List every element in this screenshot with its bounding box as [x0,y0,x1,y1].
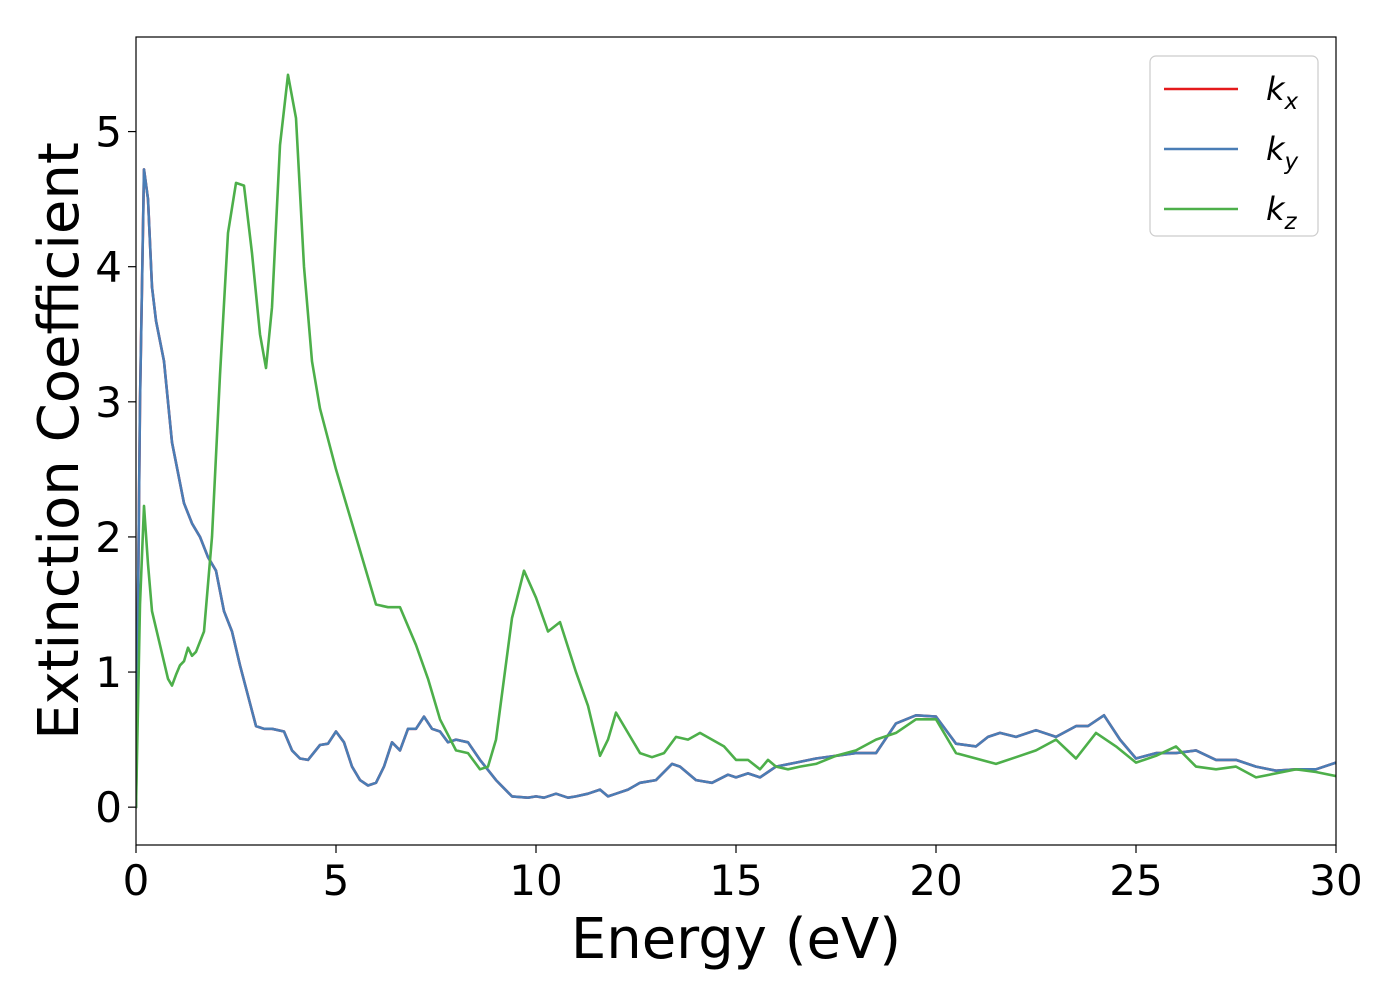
x-tick-label: 20 [909,856,962,905]
legend: kx ky kz [1149,55,1319,237]
series-line-ky [136,168,1336,809]
y-tick-label: 2 [95,513,122,562]
series-layer [136,73,1336,809]
y-tick-label: 1 [95,648,122,697]
x-tick-label: 15 [709,856,762,905]
y-axis-ticks: 0 1 2 3 4 5 [95,108,136,832]
y-tick-label: 4 [95,243,122,292]
x-tick-label: 30 [1309,856,1362,905]
legend-label-ky: ky [1266,130,1299,175]
legend-box [1149,55,1319,237]
x-tick-label: 0 [123,856,150,905]
legend-label-kz: kz [1266,190,1298,235]
x-tick-label: 10 [509,856,562,905]
y-tick-label: 5 [95,108,122,157]
legend-label-kx: kx [1266,70,1299,115]
x-tick-label: 5 [323,856,350,905]
y-tick-label: 3 [95,378,122,427]
y-axis-title: Extinction Coefficient [27,142,92,740]
x-axis-title: Energy (eV) [571,907,901,972]
series-line-kz [136,73,1336,809]
x-axis-ticks: 0 5 10 15 20 25 30 [123,845,1363,905]
x-tick-label: 25 [1109,856,1162,905]
y-tick-label: 0 [95,783,122,832]
